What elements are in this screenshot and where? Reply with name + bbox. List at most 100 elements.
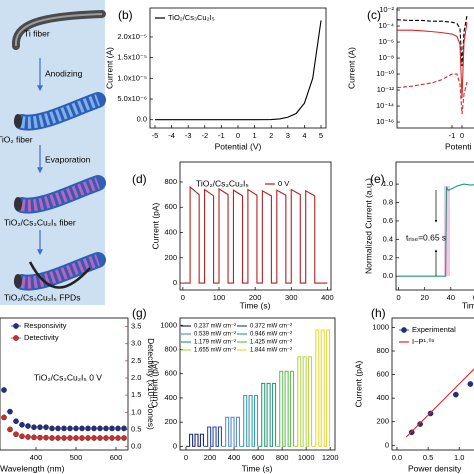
legend-marker — [13, 323, 19, 329]
y-tick-label: 0 — [173, 278, 177, 287]
y-tick-label: 200 — [164, 417, 177, 426]
legend-label: 0 V — [278, 179, 289, 188]
schematic-label: TiO₂ fiber — [0, 134, 33, 144]
x-tick-label: 0.0 — [392, 453, 402, 462]
legend-label: 1.179 mW cm⁻² — [194, 340, 236, 346]
axes-frame — [391, 317, 474, 451]
y-tick-label: 0.4 — [383, 234, 393, 243]
y-tick-label: 2.0x10⁻⁵ — [117, 32, 147, 41]
data-point — [1, 387, 7, 393]
schematic-label: Anodizing — [45, 68, 83, 78]
y-tick-label: 600 — [164, 202, 177, 211]
data-point — [13, 418, 19, 425]
y-axis-label: Current (pA) — [353, 360, 363, 407]
data-point — [79, 425, 85, 432]
x-tick-label: 200 — [249, 293, 262, 302]
x-tick-label: -5 — [152, 131, 159, 140]
x-tick-label: 0 — [397, 293, 401, 302]
data-point — [121, 435, 127, 441]
x-tick-label: 600 — [252, 453, 265, 462]
series-line — [240, 394, 259, 447]
legend-label: TiO₂/Cs₃Cu₂I₅ — [168, 13, 215, 22]
data-point — [73, 425, 79, 432]
x-tick-label: 200 — [204, 453, 217, 462]
y-tick-label: 10⁻¹⁶ — [376, 117, 394, 126]
series-line — [182, 185, 328, 284]
y-tick-label: 10⁻⁸ — [379, 53, 394, 62]
x-tick-label: 20 — [421, 293, 429, 302]
data-point — [61, 435, 67, 441]
x-tick-label: 0 — [181, 293, 185, 302]
x-tick-label: 0.5 — [423, 453, 433, 462]
annotation: tᵣᵢₛₑ=0.65 s — [406, 232, 446, 242]
legend-label: I~P¹·⁰³ — [412, 337, 434, 346]
data-point — [79, 435, 85, 441]
data-point — [19, 433, 25, 440]
x-tick-label: 0 — [460, 131, 464, 140]
rise-band — [444, 186, 450, 276]
y-tick-label: 400 — [376, 393, 389, 402]
series-line — [396, 73, 468, 115]
x-tick-label: 1.0 — [454, 453, 464, 462]
data-point — [103, 435, 109, 441]
legend-label: 0.539 mW cm⁻² — [194, 332, 236, 338]
data-point — [37, 434, 43, 441]
series-line — [398, 183, 474, 277]
device-fiber — [14, 252, 106, 291]
y-tick-label: 0.0 — [137, 115, 147, 124]
y-tick-label: 800 — [376, 346, 389, 355]
legend-label: 1.844 mW cm⁻² — [250, 348, 292, 354]
series-line — [154, 20, 322, 121]
y-tick-label: 10⁻¹⁴ — [376, 101, 394, 110]
x-axis-label: Potential (V) — [215, 141, 262, 151]
data-point — [67, 435, 73, 441]
fiber-end — [14, 114, 22, 128]
panel-label: (c) — [367, 8, 381, 22]
data-point — [25, 434, 31, 440]
data-point — [417, 421, 423, 427]
data-point — [85, 425, 91, 432]
y2-tick-label: 1.5 — [131, 390, 141, 399]
data-point — [43, 434, 49, 441]
x-tick-label: -1 — [449, 131, 456, 140]
ti-fiber-shine — [14, 13, 103, 47]
y-tick-label: 1.0 — [383, 179, 393, 188]
panel-label: (g) — [132, 306, 147, 320]
series-line — [397, 22, 468, 99]
axes-frame — [395, 161, 474, 291]
x-tick-label: -3 — [185, 131, 192, 140]
y-tick-label: 800 — [164, 177, 177, 186]
schematic-label: TiO₂/Cs₃Cu₂I₅ fiber — [4, 217, 76, 227]
data-point — [85, 435, 91, 441]
x-tick-label: 400 — [30, 453, 43, 462]
data-point — [115, 435, 121, 441]
data-point — [97, 425, 103, 432]
series-line — [204, 426, 222, 447]
data-point — [91, 425, 97, 432]
x-tick-label: 400 — [321, 293, 334, 302]
data-point — [115, 425, 121, 432]
schematic: Ti fiber Anodizing TiO₂ fiber Evaporatio… — [0, 0, 106, 305]
y-tick-label: 600 — [376, 370, 389, 379]
axes-frame — [179, 161, 332, 291]
y-tick-label: 10⁻⁴ — [378, 21, 394, 30]
y-tick-label: 10⁻¹⁰ — [376, 69, 394, 78]
x-axis-label: Potenti — [445, 141, 472, 151]
x-tick-label: 400 — [228, 453, 241, 462]
legend-marker — [401, 327, 407, 333]
series-line — [222, 416, 241, 447]
series-line — [312, 329, 331, 447]
y2-tick-label: 2.5 — [131, 356, 141, 365]
data-point — [109, 425, 115, 432]
series-line — [258, 382, 277, 447]
data-point — [109, 435, 115, 441]
x-axis-label: Time (s) — [242, 463, 273, 473]
data-point — [67, 425, 73, 432]
y-tick-label: 1000 — [160, 320, 177, 329]
series-line — [396, 15, 468, 67]
x-axis-label: Time (s) — [240, 300, 271, 310]
y-tick-label: 0 — [173, 441, 177, 450]
x-axis-label: Power density — [408, 463, 462, 473]
data-point — [453, 391, 459, 398]
x-tick-label: 4 — [302, 131, 306, 140]
